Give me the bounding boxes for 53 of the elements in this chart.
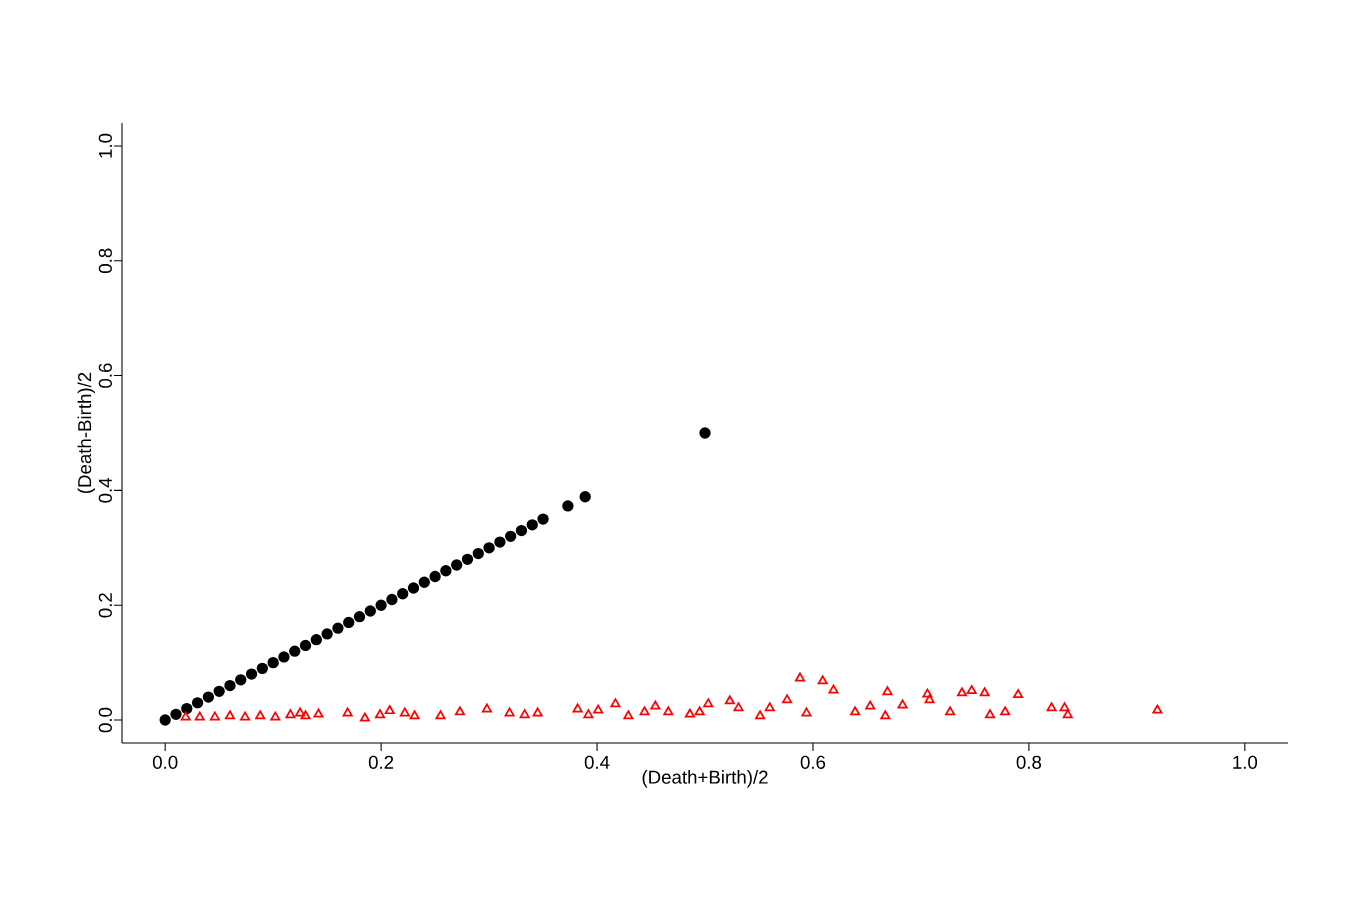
point xyxy=(526,519,538,531)
point xyxy=(461,553,474,565)
point xyxy=(256,662,269,675)
x-tick-label: 0.6 xyxy=(800,755,826,769)
point xyxy=(418,576,430,588)
point xyxy=(170,708,182,720)
point xyxy=(386,593,398,606)
y-tick-label: 0.0 xyxy=(98,707,112,733)
point xyxy=(332,622,344,634)
point xyxy=(429,570,441,583)
point xyxy=(440,565,452,577)
x-tick-label: 1.0 xyxy=(1233,755,1258,769)
point xyxy=(235,674,247,686)
x-tick-label: 0.8 xyxy=(1016,755,1042,769)
y-tick-label: 0.8 xyxy=(98,248,112,274)
point xyxy=(181,702,193,715)
point xyxy=(494,536,506,548)
point xyxy=(483,542,495,554)
point xyxy=(224,679,236,692)
point xyxy=(505,530,517,542)
point xyxy=(299,639,312,652)
point xyxy=(310,633,323,646)
point xyxy=(515,524,528,537)
point xyxy=(407,582,420,594)
point xyxy=(245,668,258,680)
point xyxy=(397,588,409,600)
point xyxy=(159,714,171,726)
point xyxy=(353,611,366,623)
y-tick-label: 0.6 xyxy=(98,363,112,388)
point xyxy=(202,691,215,703)
point xyxy=(579,491,591,503)
point xyxy=(699,427,711,439)
x-tick-label: 0.0 xyxy=(152,755,178,769)
point xyxy=(213,685,225,697)
point xyxy=(451,559,463,571)
x-axis-title: (Death+Birth)/2 xyxy=(642,770,768,788)
point xyxy=(278,651,290,663)
point xyxy=(562,500,574,512)
x-tick-label: 0.2 xyxy=(368,755,394,769)
x-tick-label: 0.4 xyxy=(584,755,610,769)
point xyxy=(375,599,387,611)
point xyxy=(289,645,301,657)
point xyxy=(191,697,204,709)
point xyxy=(364,605,376,617)
y-tick-label: 1.0 xyxy=(98,133,112,158)
point xyxy=(537,513,549,525)
point xyxy=(267,656,279,669)
point xyxy=(321,628,333,640)
point xyxy=(472,547,484,560)
y-tick-label: 0.2 xyxy=(98,593,112,618)
y-axis-title: (Death-Birth)/2 xyxy=(77,372,95,494)
point xyxy=(343,616,355,629)
y-tick-label: 0.4 xyxy=(98,477,112,503)
